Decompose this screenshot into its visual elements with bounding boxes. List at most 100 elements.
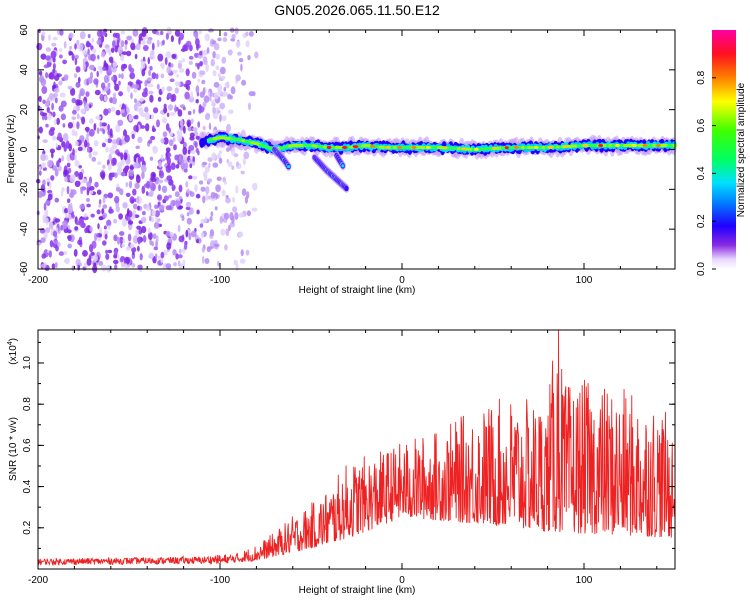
noise-cell xyxy=(74,153,77,161)
noise-cell xyxy=(187,126,192,132)
noise-cell xyxy=(111,143,118,149)
noise-cell xyxy=(36,242,42,246)
noise-cell xyxy=(86,128,89,133)
noise-cell xyxy=(185,79,192,86)
noise-cell xyxy=(134,53,138,60)
noise-cell xyxy=(74,160,80,167)
noise-cell xyxy=(67,198,71,203)
noise-cell xyxy=(104,44,110,49)
noise-cell xyxy=(42,179,46,186)
ridge-hot xyxy=(614,144,621,147)
noise-cell xyxy=(98,204,101,208)
noise-cell xyxy=(66,229,72,234)
noise-cell xyxy=(202,50,209,56)
noise-cell xyxy=(174,104,177,113)
noise-cell xyxy=(231,215,235,224)
noise-cell xyxy=(221,115,227,122)
noise-cell xyxy=(89,118,94,124)
noise-cell xyxy=(87,34,91,39)
noise-cell xyxy=(81,116,86,125)
noise-cell xyxy=(143,183,150,188)
noise-cell xyxy=(82,250,88,257)
noise-cell xyxy=(165,205,172,211)
noise-cell xyxy=(45,123,49,128)
noise-cell xyxy=(54,168,59,177)
noise-cell xyxy=(143,88,147,93)
noise-cell xyxy=(48,221,54,230)
noise-cell xyxy=(52,84,57,90)
noise-cell xyxy=(48,250,52,258)
noise-cell xyxy=(116,254,120,259)
noise-cell xyxy=(118,80,121,86)
noise-cell xyxy=(142,211,146,216)
noise-cell xyxy=(96,127,100,134)
noise-cell xyxy=(204,113,211,121)
noise-cell xyxy=(96,29,103,38)
colorbar-tick-label: 0.8 xyxy=(696,70,707,84)
noise-cell xyxy=(115,109,121,116)
noise-cell xyxy=(126,50,132,57)
noise-cell xyxy=(160,251,165,259)
noise-cell xyxy=(97,223,100,230)
noise-cell xyxy=(168,139,174,147)
noise-cell xyxy=(251,207,258,212)
noise-cell xyxy=(199,223,204,228)
noise-cell xyxy=(166,66,172,74)
noise-cell xyxy=(62,133,69,142)
noise-cell xyxy=(103,108,109,116)
noise-cell xyxy=(199,61,203,67)
noise-cell xyxy=(149,156,154,161)
noise-cell xyxy=(45,72,49,79)
noise-cell xyxy=(41,86,48,94)
noise-cell xyxy=(238,231,244,238)
heatmap-y-tick-label: 20 xyxy=(19,104,30,116)
noise-cell xyxy=(166,157,171,166)
noise-cell xyxy=(57,132,62,141)
noise-cell xyxy=(177,260,181,267)
noise-cell xyxy=(59,48,62,53)
noise-cell xyxy=(42,139,48,144)
noise-cell xyxy=(101,173,105,180)
noise-cell xyxy=(128,169,135,177)
noise-cell xyxy=(115,124,121,133)
snr-x-ticks: -200 -100 0 100 xyxy=(28,330,658,586)
noise-cell xyxy=(162,39,165,46)
noise-cell xyxy=(124,44,128,51)
noise-cell xyxy=(160,73,165,79)
noise-cell xyxy=(94,181,99,188)
noise-cell xyxy=(79,90,84,96)
noise-cell xyxy=(107,138,112,144)
noise-cell xyxy=(62,123,66,128)
noise-cell xyxy=(168,231,174,238)
noise-cell xyxy=(70,189,77,196)
noise-cell xyxy=(84,105,87,110)
noise-cell xyxy=(94,89,101,96)
noise-cell xyxy=(119,231,125,236)
heatmap-cells xyxy=(35,26,678,274)
noise-cell xyxy=(91,156,97,162)
noise-cell xyxy=(133,103,138,111)
noise-cell xyxy=(122,238,126,244)
noise-cell xyxy=(120,40,125,48)
noise-cell xyxy=(196,209,200,215)
heatmap-x-tick-label: 100 xyxy=(576,275,593,286)
noise-cell xyxy=(211,152,217,161)
noise-cell xyxy=(222,92,228,97)
ridge-hot xyxy=(533,146,539,149)
noise-cell xyxy=(145,123,150,132)
noise-cell xyxy=(213,243,220,248)
noise-cell xyxy=(192,156,195,163)
ridge-hot xyxy=(504,146,509,150)
noise-cell xyxy=(113,218,118,224)
noise-cell xyxy=(136,80,143,84)
noise-cell xyxy=(123,152,128,161)
noise-cell xyxy=(111,76,115,81)
noise-cell xyxy=(215,184,222,193)
ridge-hot xyxy=(461,147,467,151)
noise-cell xyxy=(239,258,246,264)
noise-cell xyxy=(80,108,86,114)
noise-cell xyxy=(183,125,186,134)
ridge-hot xyxy=(582,144,588,147)
noise-cell xyxy=(185,181,189,188)
